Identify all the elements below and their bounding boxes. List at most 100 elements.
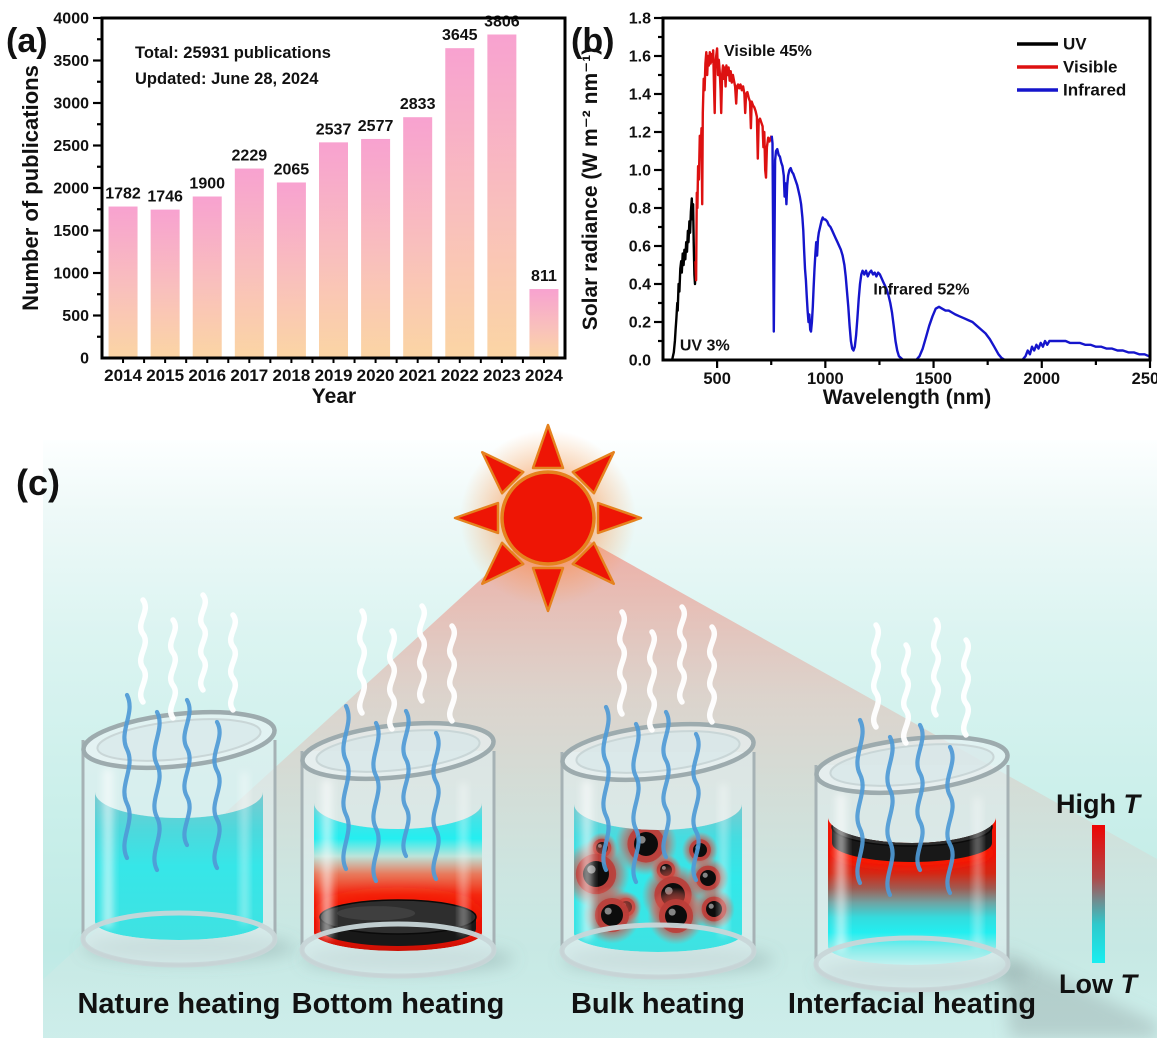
glass-base-rim bbox=[813, 935, 1011, 993]
series-infrared bbox=[770, 135, 1150, 362]
glass-highlight-left bbox=[582, 780, 592, 940]
absorber-particle bbox=[700, 870, 716, 886]
plot-frame bbox=[100, 16, 567, 360]
steam-wisp-blue bbox=[152, 709, 162, 873]
panel-b-label: (b) bbox=[571, 22, 614, 60]
x-tick-label: 2022 bbox=[441, 366, 479, 385]
bar-value-label: 1900 bbox=[189, 176, 225, 193]
steam-wisp-blue bbox=[945, 744, 955, 896]
bar-2022 bbox=[445, 48, 475, 359]
sun-ray bbox=[531, 423, 565, 470]
y-tick-label: 1.8 bbox=[629, 11, 651, 28]
x-tick-label: 500 bbox=[703, 370, 731, 388]
steam-wisp-blue bbox=[601, 704, 611, 873]
beaker-caption: Bulk heating bbox=[571, 988, 745, 1020]
beaker-cast-shadow bbox=[1002, 950, 1157, 1038]
y-tick-label: 1.0 bbox=[629, 163, 651, 180]
y-tick-label: 1500 bbox=[53, 223, 89, 240]
legend-label: Infrared bbox=[1063, 81, 1126, 100]
steam-wisp-white bbox=[447, 623, 457, 724]
bar-value-label: 2537 bbox=[316, 121, 352, 138]
y-tick-label: 4000 bbox=[53, 11, 89, 28]
x-tick-label: 1500 bbox=[915, 370, 952, 388]
y-tick-label: 0 bbox=[80, 351, 89, 368]
series-uv bbox=[670, 197, 697, 361]
panel-a-label: (a) bbox=[6, 22, 48, 60]
steam-wisp-blue bbox=[691, 731, 701, 883]
y-tick-label: 3500 bbox=[53, 53, 89, 70]
steam-wisp-blue bbox=[212, 719, 222, 871]
sun-ray bbox=[480, 541, 525, 586]
colorbar-high-text: High bbox=[1056, 789, 1124, 819]
sun-ray bbox=[571, 541, 616, 586]
steam-wisp-blue bbox=[341, 703, 351, 872]
particle-highlight bbox=[708, 903, 714, 909]
sun-disc bbox=[500, 470, 596, 566]
glass-base-rim bbox=[559, 922, 757, 980]
bar-2015 bbox=[150, 209, 180, 358]
steam-wisp-white bbox=[707, 624, 717, 725]
spectrum-annotation: Infrared 52% bbox=[873, 281, 969, 298]
beakers-group: Nature heating Bottom heating Bulk heating… bbox=[77, 592, 1036, 1020]
sun-ray bbox=[531, 566, 565, 613]
steam-wisp-blue bbox=[182, 697, 192, 848]
sun-ray bbox=[480, 450, 525, 495]
absorber-particle bbox=[601, 904, 623, 926]
bar-2024 bbox=[529, 289, 559, 358]
steam-wisp-white bbox=[168, 617, 178, 721]
panel-b-solar-spectrum-chart: (b) Solar radiance (W m⁻² nm⁻¹) Waveleng… bbox=[571, 11, 1157, 410]
x-tick-label: 2017 bbox=[230, 366, 268, 385]
bar-2019 bbox=[319, 142, 348, 358]
particle-highlight bbox=[668, 908, 676, 916]
beaker-caption: Bottom heating bbox=[292, 988, 505, 1020]
chart-a-annotation: Updated: June 28, 2024 bbox=[135, 70, 319, 88]
steam-wisp-white bbox=[138, 597, 148, 705]
y-tick-label: 0.2 bbox=[629, 315, 651, 332]
x-tick-label: 2019 bbox=[315, 366, 353, 385]
beaker-bottom-heating bbox=[299, 603, 514, 979]
beaker-caption: Nature heating bbox=[77, 988, 280, 1020]
steam-wisp-blue bbox=[855, 717, 865, 886]
x-tick-label: 2014 bbox=[104, 366, 142, 385]
steam-wisp-white bbox=[677, 604, 687, 705]
bar-2014 bbox=[108, 206, 138, 358]
absorber-particle bbox=[706, 901, 722, 917]
x-tick-label: 2000 bbox=[1023, 370, 1060, 388]
glass-highlight-right bbox=[720, 784, 727, 936]
x-tick-label: 1000 bbox=[807, 370, 844, 388]
bar-2016 bbox=[192, 196, 222, 358]
sun-ray bbox=[453, 501, 500, 535]
line-chart-area: 0.0 0.2 0.4 0.6 0.8 1.0 1.2 1.4 1.6 1.8 500 1000 150… bbox=[629, 11, 1157, 389]
bar-value-label: 2833 bbox=[400, 96, 436, 113]
spectrum-annotation: UV 3% bbox=[680, 338, 730, 355]
glass-highlight-left bbox=[103, 768, 113, 928]
sun-ray bbox=[596, 501, 643, 535]
glass-highlight-right bbox=[974, 797, 981, 949]
x-tick-label: 2021 bbox=[399, 366, 437, 385]
bar-value-label: 2229 bbox=[232, 148, 268, 165]
bar-2018 bbox=[276, 182, 306, 358]
y-tick-label: 1.4 bbox=[629, 87, 651, 104]
beaker-bulk-heating bbox=[559, 604, 774, 980]
x-tick-label: 2015 bbox=[146, 366, 184, 385]
x-tick-label: 2016 bbox=[188, 366, 226, 385]
steam-wisp-white bbox=[901, 642, 911, 746]
temperature-symbol: T bbox=[1121, 969, 1140, 999]
y-tick-label: 500 bbox=[62, 308, 89, 325]
panel-a-publications-chart: (a) Number of publications Year 0 500 1000… bbox=[6, 11, 567, 408]
panel-a-y-axis-title: Number of publications bbox=[18, 65, 43, 311]
bar-chart-area: 0 500 1000 1500 2000 2500 3000 3500 4000 1782 2014… bbox=[53, 11, 567, 385]
series-visible bbox=[694, 47, 773, 282]
panel-a-x-axis-title: Year bbox=[312, 385, 356, 408]
beaker-interfacial-heating bbox=[813, 617, 1028, 993]
y-tick-label: 2500 bbox=[53, 138, 89, 155]
steam-wisp-white bbox=[417, 603, 427, 704]
beaker-caption: Interfacial heating bbox=[788, 988, 1036, 1020]
bar-2017 bbox=[234, 168, 264, 358]
sun-ray bbox=[571, 450, 616, 495]
absorber-disk-highlight bbox=[337, 906, 416, 921]
bar-value-label: 1746 bbox=[147, 189, 183, 206]
glass-highlight-right bbox=[460, 783, 467, 935]
legend-label: Visible bbox=[1063, 58, 1118, 77]
steam-wisp-white bbox=[871, 622, 881, 730]
